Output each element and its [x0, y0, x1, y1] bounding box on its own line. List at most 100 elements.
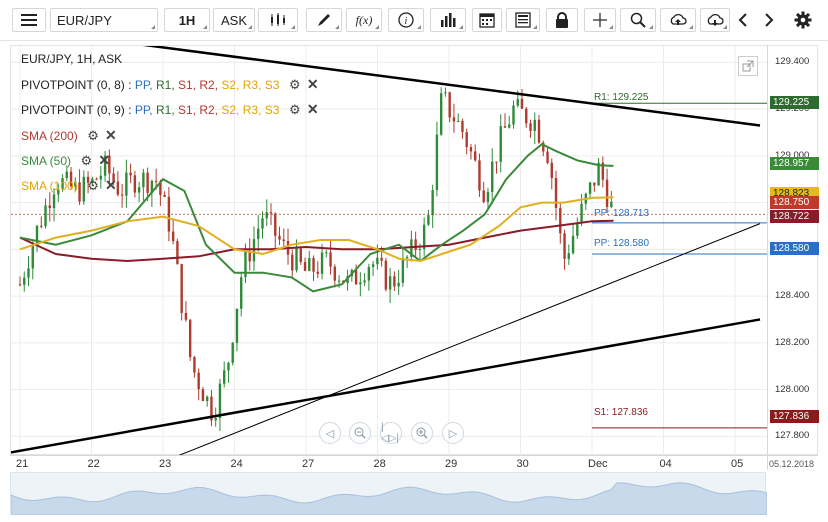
gear-icon[interactable]: ⚙	[289, 77, 301, 92]
candle-body	[320, 252, 324, 274]
candle-body	[74, 182, 77, 187]
interval-selector[interactable]: 1H	[164, 8, 210, 32]
candle-body	[516, 98, 519, 106]
gear-icon[interactable]: ⚙	[87, 128, 99, 143]
close-icon[interactable]: ✕	[306, 101, 319, 117]
function-icon: f(x)	[355, 12, 373, 27]
gear-icon[interactable]: ⚙	[87, 178, 99, 193]
zoom-in-icon	[416, 427, 428, 439]
price-type-selector[interactable]: ASK	[213, 8, 255, 32]
candle-body	[503, 126, 507, 128]
reset-view-button[interactable]: |◁▷|	[380, 422, 402, 444]
indicators-button[interactable]	[430, 8, 466, 32]
footer-date: 05.12.2018	[769, 459, 815, 469]
candle-body	[231, 342, 234, 363]
download-button[interactable]	[700, 8, 730, 32]
maximize-button[interactable]	[738, 56, 758, 76]
pivot-item-s2: S2,	[221, 78, 240, 92]
price-chart[interactable]	[11, 46, 767, 455]
candle-body	[427, 215, 430, 225]
close-icon[interactable]: ✕	[98, 152, 111, 168]
info-button[interactable]: i	[388, 8, 424, 32]
upload-button[interactable]	[660, 8, 696, 32]
candle-body	[388, 276, 392, 290]
interval-label: 1H	[178, 12, 196, 28]
candle-body	[520, 98, 524, 109]
candle-body	[456, 120, 460, 122]
prev-button[interactable]	[732, 8, 754, 32]
candle-body	[188, 319, 192, 358]
last-price-label: 128.750	[770, 196, 819, 209]
candle-body	[52, 194, 56, 209]
sma100-legend: SMA (100) ⚙ ✕	[21, 178, 117, 193]
candle-body	[559, 207, 562, 234]
candle-body	[244, 250, 247, 278]
svg-text:i: i	[405, 16, 408, 27]
close-icon[interactable]: ✕	[105, 127, 117, 143]
next-button[interactable]	[758, 8, 780, 32]
close-icon[interactable]: ✕	[105, 177, 117, 193]
x-tick-label: 29	[445, 458, 458, 470]
gear-icon[interactable]: ⚙	[80, 153, 93, 168]
zoom-button[interactable]	[620, 8, 656, 32]
calendar-button[interactable]	[472, 8, 502, 32]
candle-body	[146, 172, 149, 194]
crosshair-icon	[593, 13, 607, 27]
plot-area[interactable]	[11, 46, 767, 455]
navigator[interactable]	[10, 472, 768, 516]
candle-body	[82, 176, 86, 202]
candle-body	[410, 239, 413, 257]
candle-body	[133, 175, 137, 193]
zoom-in-button[interactable]	[411, 422, 433, 444]
candle-body	[269, 212, 273, 214]
candle-body	[465, 132, 468, 148]
pivot-item-r3: R3,	[242, 78, 262, 92]
candle-body	[176, 241, 179, 265]
pivot-item-r1: R1,	[155, 103, 175, 117]
candle-body	[601, 162, 605, 180]
candle-body	[499, 126, 502, 162]
close-icon[interactable]: ✕	[306, 76, 319, 92]
candle-body	[129, 172, 132, 176]
zoom-out-button[interactable]	[349, 422, 371, 444]
candle-body	[333, 266, 337, 281]
scroll-left-button[interactable]: ◁	[319, 422, 341, 444]
candle-body	[78, 182, 81, 202]
candle-body	[18, 284, 22, 286]
candle-body	[312, 258, 315, 272]
candle-body	[218, 383, 222, 419]
candle-body	[554, 178, 558, 208]
pivot-item-r2: R2,	[199, 103, 219, 117]
candle-body	[91, 178, 94, 183]
sma-line-2	[19, 196, 614, 263]
scroll-right-button[interactable]: ▷	[442, 422, 464, 444]
candle-body	[142, 172, 145, 188]
candle-body	[235, 308, 239, 343]
gear-icon[interactable]: ⚙	[289, 102, 301, 117]
candle-body	[197, 372, 200, 390]
candle-body	[542, 142, 545, 152]
navigator-sparkline	[10, 482, 768, 516]
y-tick-label: 128.000	[775, 383, 810, 395]
menu-button[interactable]	[12, 8, 46, 32]
candle-body	[418, 249, 422, 251]
crosshair-button[interactable]	[584, 8, 616, 32]
candle-body	[103, 155, 107, 176]
settings-button[interactable]	[788, 8, 818, 32]
function-button[interactable]: f(x)	[346, 8, 382, 32]
lock-button[interactable]	[546, 8, 578, 32]
candle-body	[282, 239, 285, 242]
symbol-selector[interactable]: EUR/JPY	[50, 8, 158, 32]
candle-body	[452, 117, 456, 122]
next-icon	[765, 13, 774, 27]
draw-button[interactable]	[306, 8, 342, 32]
scroll-left-icon: ◁	[325, 427, 335, 440]
candle-body	[486, 191, 490, 202]
x-tick-label: 30	[516, 458, 529, 470]
chart-type-button[interactable]	[258, 8, 298, 32]
report-button[interactable]	[506, 8, 540, 32]
sma200-price-label: 128.722	[770, 210, 819, 223]
candle-body	[469, 147, 473, 152]
candle-body	[48, 205, 51, 209]
candle-body	[588, 182, 592, 194]
